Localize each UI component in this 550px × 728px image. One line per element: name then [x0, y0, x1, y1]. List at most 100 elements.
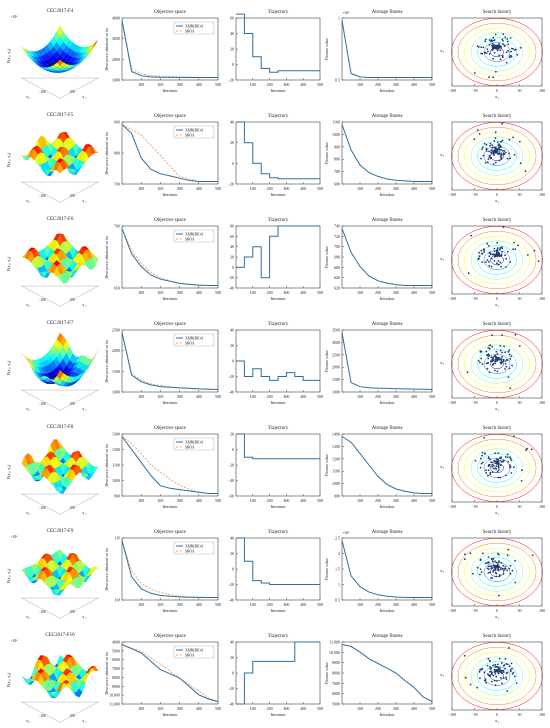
history-point — [502, 358, 505, 361]
surface-zlabel-6: F(x₁, x₂) — [6, 672, 12, 687]
history-point — [516, 53, 519, 56]
average-xtick-label: 300 — [393, 498, 399, 503]
trajectory-ytick-label: 0 — [232, 161, 234, 166]
history-contour — [457, 22, 537, 82]
trajectory-xtick-label: 400 — [300, 602, 306, 607]
objective-axes-6 — [121, 641, 219, 705]
average-ytick-label: 2000 — [332, 365, 340, 370]
objective-xtick-label: 100 — [138, 290, 144, 295]
average-xtick-label: 100 — [357, 498, 363, 503]
history-point — [481, 252, 483, 255]
history-point — [507, 376, 510, 378]
average-ytick-label: 11,000 — [329, 640, 340, 646]
average-ylabel-5: Fitness value — [324, 558, 329, 580]
history-point — [530, 448, 533, 451]
history-point — [505, 266, 507, 268]
objective-xtick-label: 400 — [196, 290, 202, 295]
history-point — [512, 466, 515, 469]
trajectory-line — [236, 13, 320, 73]
history-point — [501, 139, 504, 142]
average-ytick-label: 5000 — [332, 702, 340, 707]
history-point — [494, 137, 497, 140]
average-line — [341, 124, 432, 182]
history-point — [506, 456, 509, 459]
history-point — [487, 357, 490, 360]
objective-ylabel-5: Best score obtained so far — [104, 547, 109, 591]
history-point — [489, 157, 492, 160]
trajectory-xtick-label: 100 — [250, 82, 256, 87]
history-point — [481, 148, 483, 151]
average-xlabel-2: Iteration — [380, 296, 396, 301]
history-point — [500, 568, 502, 571]
trajectory-ytick-label: −40 — [228, 598, 234, 603]
history-point — [491, 673, 493, 676]
objective-ytick-label: 10³ — [115, 536, 121, 541]
surface-x1-label-5: x₁ — [82, 614, 86, 619]
history-point — [494, 673, 497, 675]
history-point — [486, 48, 489, 50]
legend-label-amrhroa: AMRHROA — [185, 648, 204, 652]
history-xtick-label: −100 — [448, 712, 456, 717]
history-point — [498, 560, 500, 562]
history-point — [500, 464, 502, 467]
trajectory-axes-5 — [235, 537, 321, 601]
history-point — [484, 679, 487, 682]
trajectory-ytick-label: 20 — [230, 255, 234, 260]
average-xlabel-0: Iteration — [380, 88, 396, 93]
history-point — [491, 358, 493, 361]
history-point — [474, 459, 477, 462]
history-xtick-label: 50 — [518, 88, 522, 93]
trajectory-ytick-label: 20 — [230, 140, 234, 145]
trajectory-xtick-label: 500 — [317, 186, 323, 191]
trajectory-ytick-label: 0 — [232, 62, 234, 67]
legend-box — [173, 333, 215, 347]
history-point — [512, 248, 514, 251]
trajectory-xtick-label: 300 — [283, 498, 289, 503]
average-exponent-5: ×10⁴ — [343, 531, 351, 535]
average-exponent-0: ×10⁴ — [343, 11, 351, 15]
objective-ytick-label: 9000 — [112, 684, 120, 689]
history-point — [496, 458, 499, 461]
history-point — [494, 670, 497, 672]
objective-xtick-label: 200 — [157, 186, 163, 191]
history-contour — [451, 434, 543, 502]
surface-patch — [56, 274, 64, 284]
trajectory-xtick-label: 500 — [317, 82, 323, 87]
objective-xtick-label: 500 — [215, 394, 221, 399]
history-point — [478, 670, 481, 673]
history-point — [504, 254, 506, 257]
history-point — [504, 565, 507, 568]
trajectory-axes-1 — [235, 121, 321, 185]
history-point — [510, 50, 512, 53]
history-point — [493, 566, 495, 568]
history-xtick-label: 50 — [518, 712, 522, 717]
history-point — [512, 136, 514, 139]
history-contour — [477, 349, 517, 379]
trajectory-xtick-label: 100 — [250, 290, 256, 295]
average-ytick-label: 1200 — [332, 456, 340, 461]
history-point — [483, 671, 486, 674]
trajectory-xtick-label: 500 — [317, 706, 323, 711]
history-point — [482, 146, 484, 149]
history-point — [492, 570, 495, 572]
history-point — [505, 663, 508, 665]
history-point — [485, 150, 488, 152]
history-point — [505, 672, 508, 675]
history-xtick-label: −100 — [448, 296, 456, 301]
history-point — [494, 359, 497, 361]
objective-title-6: Objective space — [154, 634, 187, 639]
average-xtick-label: 100 — [357, 394, 363, 399]
average-xtick-label: 100 — [357, 602, 363, 607]
history-point — [483, 251, 485, 253]
history-point — [491, 464, 494, 466]
history-point — [526, 447, 529, 450]
objective-line-amrhroa — [121, 644, 219, 702]
objective-xtick-label: 200 — [157, 602, 163, 607]
trajectory-ytick-label: 40 — [230, 640, 234, 645]
objective-xtick-label: 500 — [215, 186, 221, 191]
history-point — [484, 678, 487, 680]
objective-xtick-label: 500 — [215, 602, 221, 607]
surface-patch — [56, 369, 64, 380]
history-point — [485, 469, 487, 472]
history-ylabel-5: x₂ — [440, 568, 444, 573]
